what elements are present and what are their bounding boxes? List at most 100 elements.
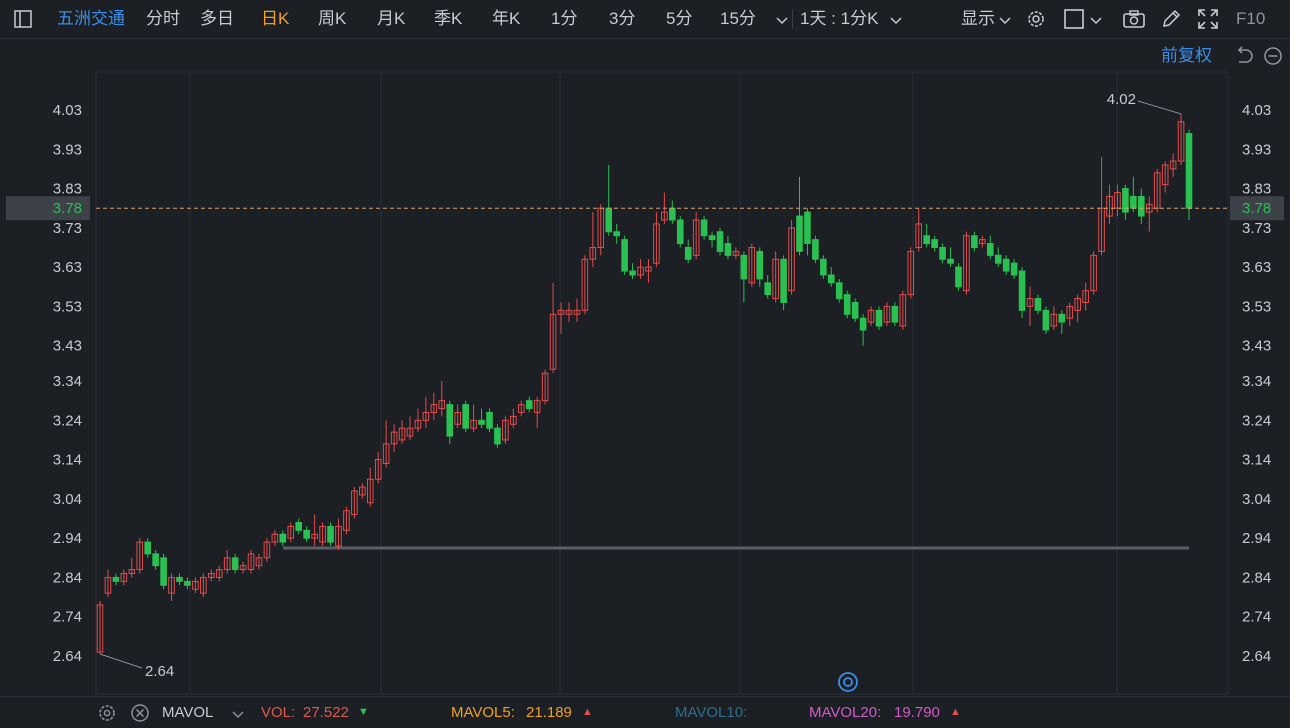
square-icon[interactable] <box>1063 8 1085 30</box>
tab-1min[interactable]: 1分 <box>551 9 578 28</box>
gear-icon[interactable] <box>1025 8 1047 30</box>
y-tick-label-right: 3.43 <box>1242 338 1271 355</box>
candle-body <box>986 243 994 256</box>
period-select[interactable]: 1天 : 1分K <box>800 9 879 28</box>
chevron-down-icon[interactable] <box>776 13 788 25</box>
candle-body <box>891 305 899 323</box>
gear-icon[interactable] <box>97 703 117 723</box>
candle-body <box>303 529 310 539</box>
tab-duori[interactable]: 多日 <box>200 9 234 28</box>
tab-3min[interactable]: 3分 <box>609 9 636 28</box>
pencil-icon[interactable] <box>1160 8 1182 30</box>
adjust-select[interactable]: 前复权 <box>1161 46 1212 65</box>
close-icon[interactable] <box>130 703 150 723</box>
candle-body <box>136 541 144 571</box>
tab-monthly-k[interactable]: 月K <box>377 9 406 28</box>
candle-body <box>120 573 128 582</box>
candle-body <box>669 207 676 221</box>
candle-body <box>708 235 716 241</box>
locate-icon-inner <box>843 677 853 687</box>
y-tick-label-right: 2.64 <box>1242 648 1271 665</box>
candle-body <box>835 282 843 300</box>
candle-body <box>581 258 589 311</box>
candle-body <box>1050 313 1058 327</box>
stock-name[interactable]: 五洲交通 <box>57 9 125 28</box>
y-tick-label-right: 3.93 <box>1242 141 1271 158</box>
candle-body <box>1153 172 1161 209</box>
candle-body <box>1106 195 1113 217</box>
candle-body <box>963 235 970 292</box>
y-tick-label-left: 2.64 <box>53 648 82 665</box>
y-tick-label-right: 3.24 <box>1242 412 1271 429</box>
y-tick-label-left: 2.94 <box>53 530 82 547</box>
display-menu[interactable]: 显示 <box>961 9 995 28</box>
candle-body <box>422 411 430 421</box>
candle-body <box>311 533 318 539</box>
indicator-bar: MAVOL VOL: 27.522 ▼ MAVOL5: 21.189 ▲ MAV… <box>0 696 1290 728</box>
candle-body <box>263 541 271 559</box>
tab-weekly-k[interactable]: 周K <box>318 9 347 28</box>
chevron-down-icon[interactable] <box>232 707 244 719</box>
y-tick-label-left: 4.03 <box>53 102 82 119</box>
candle-body <box>843 294 851 315</box>
candle-body <box>589 246 597 260</box>
y-tick-label-left: 3.63 <box>53 259 82 276</box>
camera-icon[interactable] <box>1122 8 1146 30</box>
chevron-down-icon[interactable] <box>890 13 902 25</box>
tab-daily-k[interactable]: 日K <box>261 9 290 28</box>
mavol5-value: 21.189 <box>526 704 572 721</box>
y-tick-label-left: 3.53 <box>53 298 82 315</box>
indicator-select[interactable]: MAVOL <box>162 704 214 721</box>
candle-body <box>414 419 422 429</box>
y-tick-label-left: 3.34 <box>53 373 82 390</box>
y-tick-label-right: 2.84 <box>1242 569 1271 586</box>
candle-body <box>756 250 764 280</box>
candle-body <box>398 427 406 441</box>
candle-body <box>915 223 923 248</box>
undo-icon[interactable] <box>1234 46 1254 66</box>
mavol20-up-indicator: ▲ <box>950 706 961 718</box>
candle-body <box>851 301 859 319</box>
candle-body <box>732 250 740 256</box>
vol-value: 27.522 <box>303 704 349 721</box>
candle-body <box>231 557 239 571</box>
candle-body <box>343 510 350 531</box>
y-tick-label-left: 3.43 <box>53 338 82 355</box>
f10-button[interactable]: F10 <box>1236 9 1266 28</box>
current-price-label-right: 3.78 <box>1242 200 1271 217</box>
candle-body <box>947 258 954 264</box>
candle-body <box>454 411 462 425</box>
y-tick-label-right: 3.53 <box>1242 298 1271 315</box>
tab-yearly-k[interactable]: 年K <box>492 9 521 28</box>
candle-body <box>827 274 835 284</box>
zoom-out-icon[interactable] <box>1263 46 1283 66</box>
candle-body <box>152 553 159 567</box>
candle-body <box>772 258 779 300</box>
candle-body <box>271 533 279 543</box>
y-tick-label-left: 3.83 <box>53 181 82 198</box>
candle-body <box>502 419 509 441</box>
candle-body <box>724 243 732 256</box>
candle-body <box>653 223 660 264</box>
chevron-down-icon[interactable] <box>999 13 1011 25</box>
chart-subbar: 前复权 <box>0 38 1290 72</box>
chevron-down-icon[interactable] <box>1090 13 1102 25</box>
tab-5min[interactable]: 5分 <box>666 9 693 28</box>
candle-body <box>176 576 183 582</box>
tab-15min[interactable]: 15分 <box>720 9 756 28</box>
y-tick-label-right: 4.03 <box>1242 102 1271 119</box>
candle-body <box>1177 121 1185 162</box>
candle-body <box>359 486 366 496</box>
min-price-label: 2.64 <box>145 663 174 680</box>
candle-body <box>971 235 978 248</box>
vol-label: VOL: <box>261 704 296 721</box>
candle-body <box>1082 290 1089 303</box>
candle-body <box>1026 298 1034 307</box>
y-tick-label-left: 3.93 <box>53 141 82 158</box>
tab-fenshi[interactable]: 分时 <box>146 9 180 28</box>
fullscreen-icon[interactable] <box>1197 8 1219 30</box>
tab-quarterly-k[interactable]: 季K <box>434 9 463 28</box>
y-tick-label-right: 3.14 <box>1242 452 1271 469</box>
sidebar-toggle-icon[interactable] <box>14 10 32 28</box>
